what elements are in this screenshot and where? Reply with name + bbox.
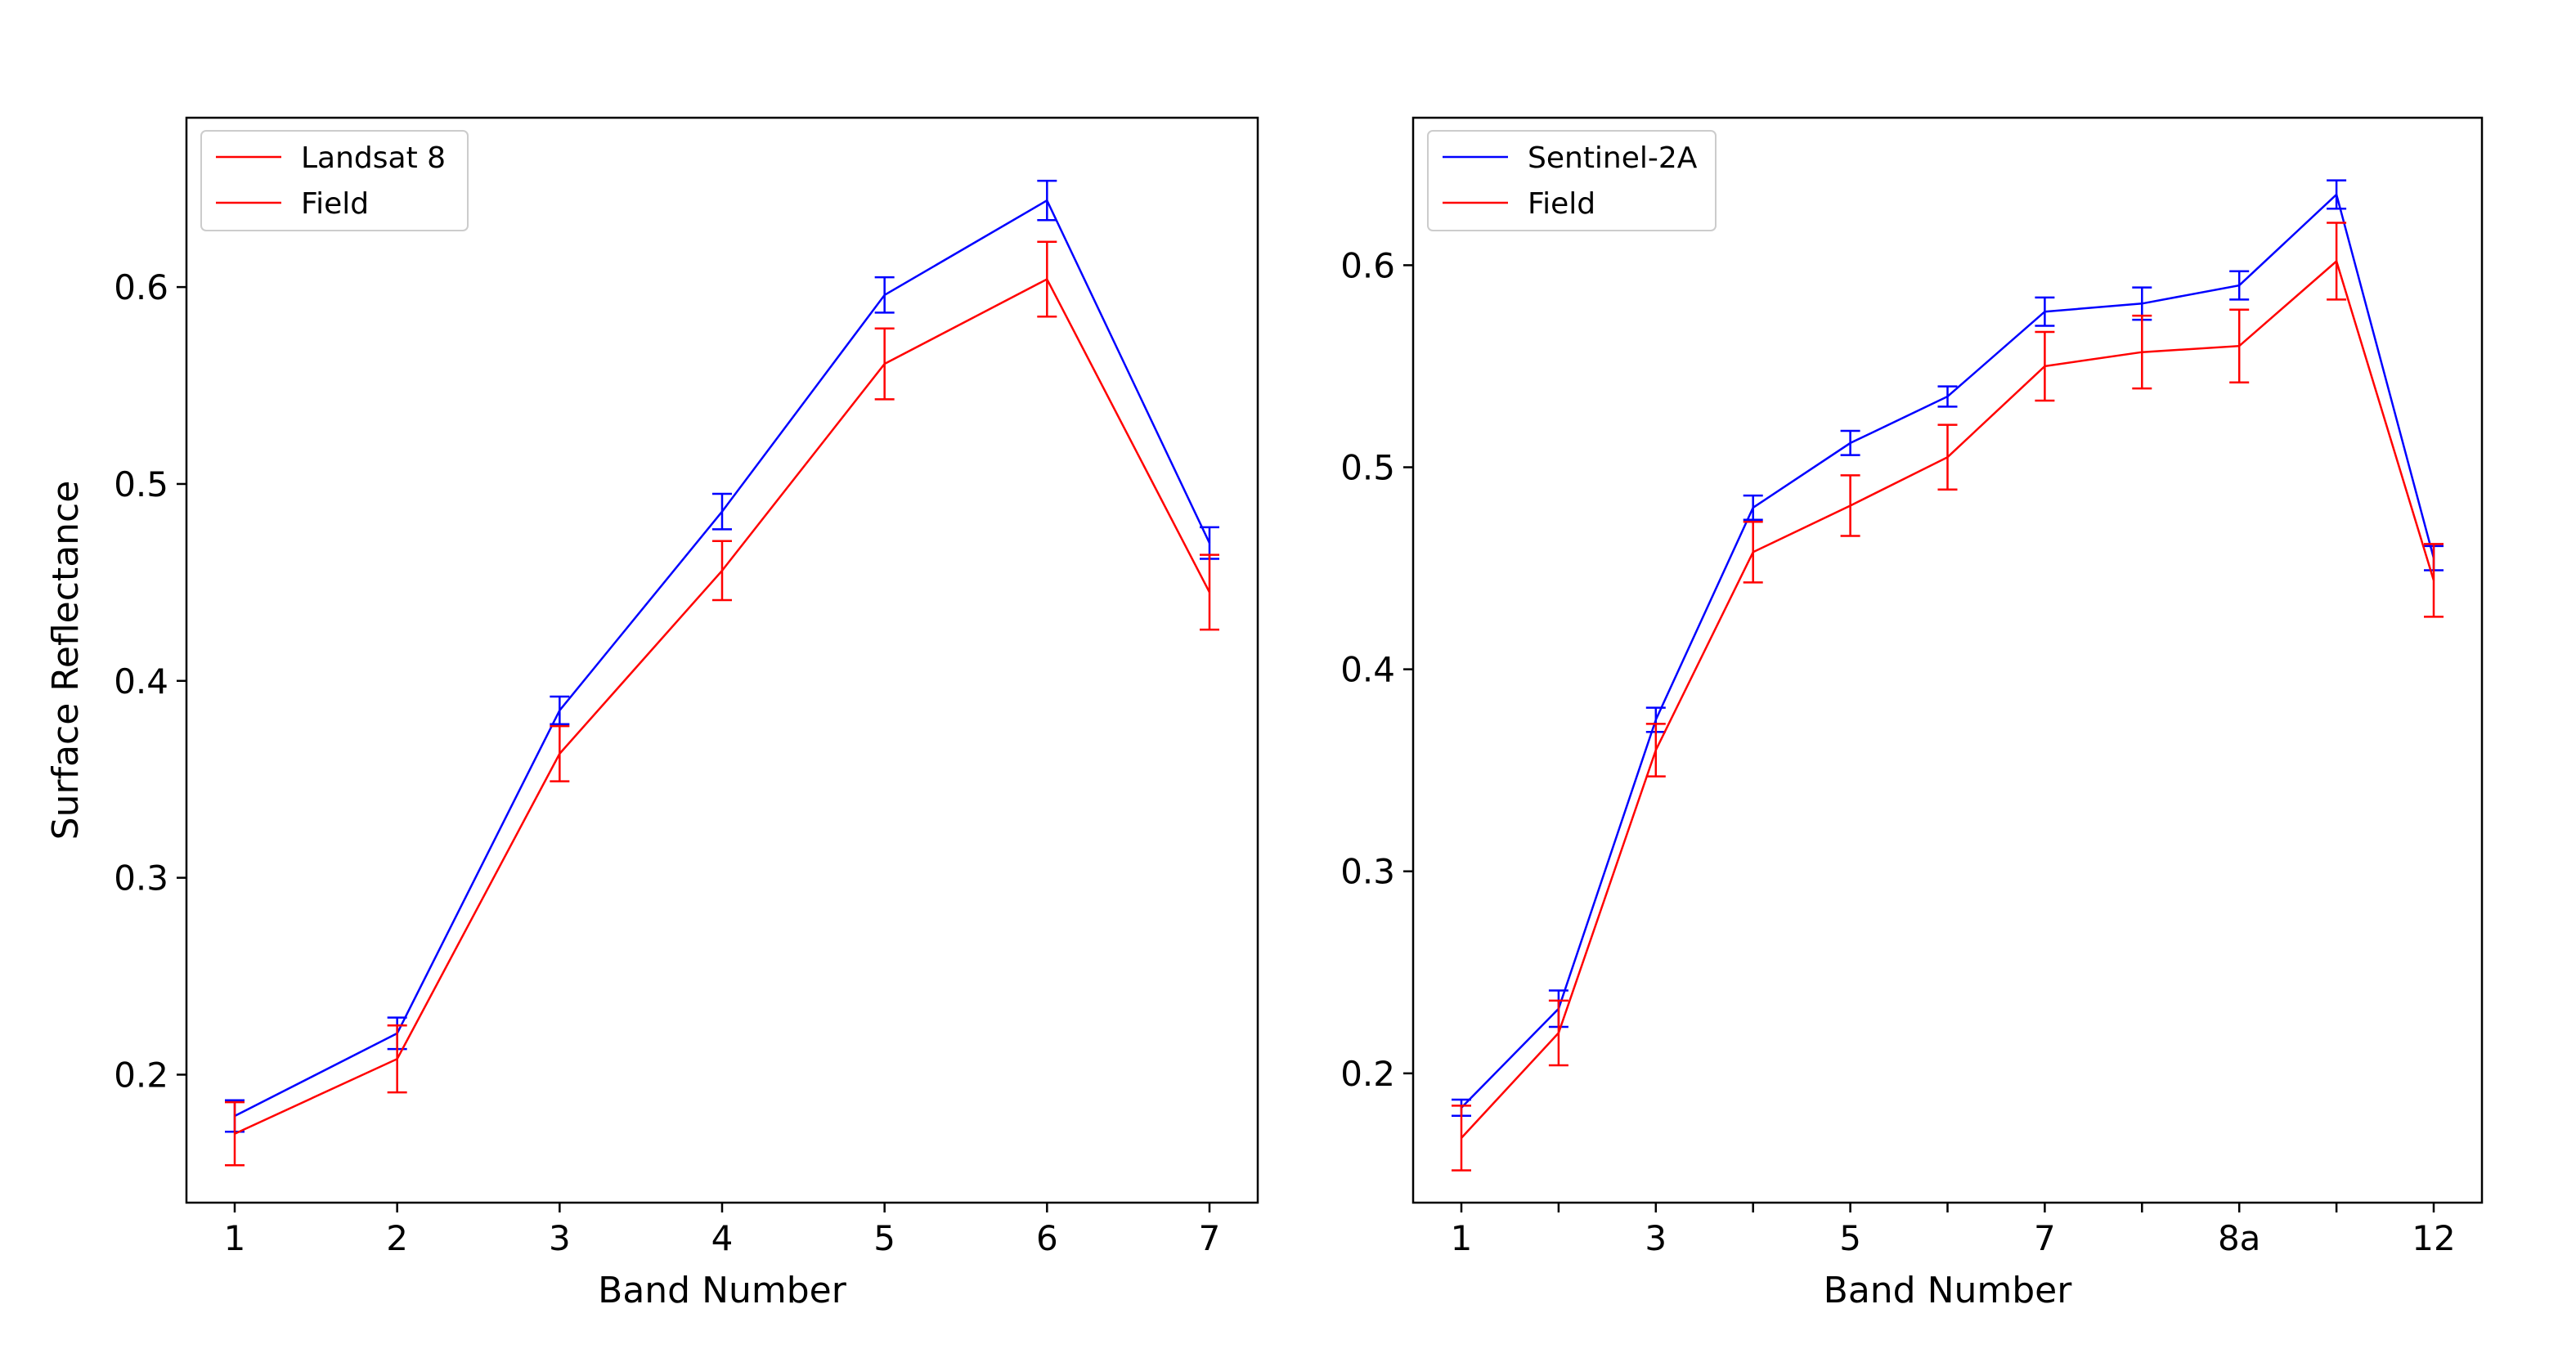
left-chart-panel: 1 2 3 4 5 6 7 0.2 0.3 0.4 0.5 0.6 Band Number Surfa… — [45, 116, 1259, 1311]
right-chart-y-tick-label: 0.5 — [1340, 448, 1395, 488]
left-chart-x-tick-label: 2 — [386, 1218, 408, 1258]
right-chart-x-tick-label: 12 — [2412, 1218, 2455, 1258]
left-chart-legend: Landsat 8 Field — [200, 130, 469, 231]
right-chart-errorbar-sentinel-2a-7 — [2035, 296, 2055, 327]
right-chart-series-line-sentinel-2a — [1461, 192, 2435, 1109]
right-chart-errorbar-sentinel-2a-6 — [1937, 385, 1958, 408]
left-chart-x-tick-label: 4 — [711, 1218, 734, 1258]
left-chart-errorbar-landsat-8-4 — [712, 492, 732, 531]
right-chart-errorbar-field-5 — [1840, 474, 1860, 537]
left-chart-errorbar-field-4 — [712, 540, 732, 602]
right-chart-errorbar-sentinel-2a-11 — [2327, 179, 2347, 210]
left-chart-errorbar-landsat-8-3 — [550, 695, 570, 726]
right-chart-x-axis-label: Band Number — [1824, 1270, 2073, 1311]
left-chart-y-tick-label: 0.4 — [114, 661, 168, 701]
right-chart-panel: 1 3 5 7 8a 12 0.2 0.3 0.4 0.5 0.6 Band Number Sent… — [1340, 116, 2484, 1311]
right-chart-plot-area — [1452, 179, 2444, 1172]
right-chart-frame — [1411, 116, 2484, 1204]
left-chart-x-tick-label: 3 — [549, 1218, 571, 1258]
left-chart-errorbar-field-3 — [550, 724, 570, 782]
left-chart-frame — [185, 116, 1259, 1204]
right-chart-x-tick-label: 3 — [1645, 1218, 1667, 1258]
left-chart-x-tick-label: 1 — [224, 1218, 246, 1258]
right-chart-legend-box — [1427, 130, 1717, 231]
left-chart-errorbar-field-7 — [1200, 553, 1219, 631]
right-chart-y-tick-label: 0.3 — [1340, 852, 1395, 892]
right-chart-x-tick-label: 5 — [1839, 1218, 1861, 1258]
right-chart-errorbar-sentinel-2a-8a — [2229, 270, 2250, 301]
left-chart-errorbar-field-6 — [1037, 240, 1057, 318]
legend-label-landsat-8: Landsat 8 — [301, 141, 446, 175]
right-chart-errorbar-field-7 — [2035, 330, 2055, 402]
legend-label-field: Field — [301, 187, 369, 221]
right-chart-errorbar-field-8a — [2229, 308, 2250, 383]
left-chart-plot-area — [225, 179, 1219, 1167]
left-chart-errorbar-field-1 — [225, 1100, 245, 1167]
right-chart-y-tick-label: 0.4 — [1340, 650, 1395, 690]
right-chart-x-tick-label: 1 — [1451, 1218, 1473, 1258]
right-chart-errorbar-sentinel-2a-5 — [1840, 429, 1860, 456]
legend-label-field: Field — [1528, 187, 1595, 221]
left-chart-series-line-landsat-8 — [234, 199, 1211, 1118]
right-chart-errorbar-sentinel-2a-4 — [1743, 494, 1763, 522]
right-chart-legend: Sentinel-2A Field — [1427, 130, 1717, 231]
right-chart-x-tick-label: 8a — [2218, 1218, 2260, 1258]
right-chart-errorbar-field-8 — [2132, 314, 2152, 390]
right-chart-ticks: 1 3 5 7 8a 12 0.2 0.3 0.4 0.5 0.6 — [1340, 245, 2456, 1258]
left-chart-legend-box — [200, 130, 469, 231]
legend-label-sentinel-2a: Sentinel-2A — [1528, 141, 1698, 175]
right-chart-errorbar-field-3 — [1645, 723, 1666, 778]
left-chart-x-tick-label: 6 — [1036, 1218, 1058, 1258]
left-chart-x-axis-label: Band Number — [598, 1270, 847, 1311]
left-chart-y-axis-label: Surface Reflectance — [45, 481, 87, 840]
right-chart-errorbar-field-2 — [1548, 999, 1568, 1067]
right-chart-errorbar-field-1 — [1452, 1105, 1471, 1172]
left-chart-errorbar-field-2 — [387, 1024, 407, 1094]
right-chart-y-tick-label: 0.6 — [1340, 245, 1395, 285]
left-chart-ticks: 1 2 3 4 5 6 7 0.2 0.3 0.4 0.5 0.6 — [114, 267, 1220, 1258]
left-chart-x-tick-label: 5 — [873, 1218, 895, 1258]
right-chart-y-tick-label: 0.2 — [1340, 1054, 1395, 1094]
left-chart-errorbar-field-5 — [874, 327, 895, 401]
left-chart-x-tick-label: 7 — [1199, 1218, 1221, 1258]
left-chart-series-line-field — [234, 277, 1211, 1135]
left-chart-y-tick-label: 0.2 — [114, 1055, 168, 1095]
right-chart-errorbar-field-12 — [2424, 543, 2444, 618]
right-chart-x-tick-label: 7 — [2034, 1218, 2056, 1258]
right-chart-errorbar-field-4 — [1743, 520, 1763, 584]
left-chart-errorbar-landsat-8-6 — [1037, 179, 1057, 222]
left-chart-y-tick-label: 0.6 — [114, 267, 168, 307]
left-chart-y-tick-label: 0.5 — [114, 464, 168, 504]
left-chart-errorbar-landsat-8-5 — [874, 276, 895, 314]
right-chart-errorbar-field-6 — [1937, 424, 1958, 491]
left-chart-y-tick-label: 0.3 — [114, 858, 168, 899]
right-chart-errorbar-field-11 — [2327, 222, 2347, 301]
